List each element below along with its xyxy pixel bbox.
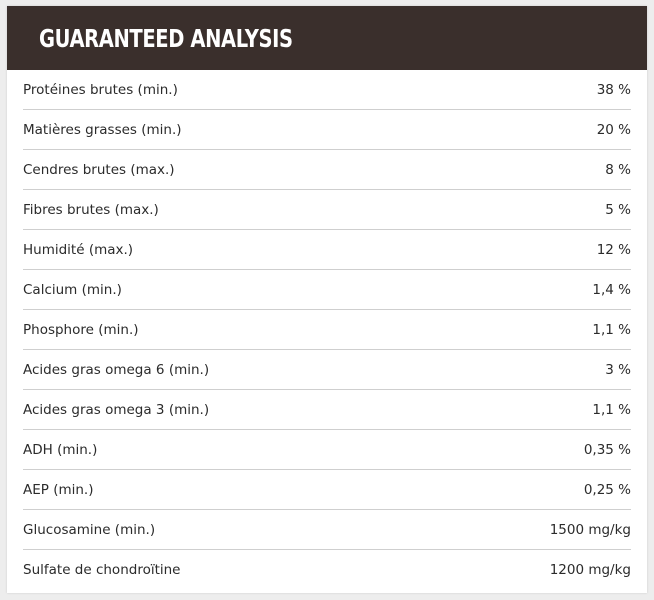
row-label: Protéines brutes (min.) (23, 81, 178, 98)
row-value: 1500 mg/kg (549, 521, 631, 538)
table-row: Cendres brutes (max.) 8 % (23, 150, 631, 190)
row-label: Humidité (max.) (23, 241, 134, 258)
guaranteed-analysis-panel: GUARANTEED ANALYSIS Protéines brutes (mi… (7, 6, 647, 593)
row-label: Matières grasses (min.) (23, 121, 182, 138)
row-label: Acides gras omega 3 (min.) (23, 401, 210, 418)
table-row: Phosphore (min.) 1,1 % (23, 310, 631, 350)
table-row: ADH (min.) 0,35 % (23, 430, 631, 470)
table-row: Calcium (min.) 1,4 % (23, 270, 631, 310)
row-value: 1,4 % (592, 281, 631, 298)
row-label: Phosphore (min.) (23, 321, 139, 338)
panel-title: GUARANTEED ANALYSIS (39, 23, 293, 53)
table-row: Sulfate de chondroïtine 1200 mg/kg (23, 550, 631, 590)
table-row: Glucosamine (min.) 1500 mg/kg (23, 510, 631, 550)
panel-header: GUARANTEED ANALYSIS (7, 6, 647, 70)
row-label: Sulfate de chondroïtine (23, 562, 181, 578)
table-row: Acides gras omega 6 (min.) 3 % (23, 350, 631, 390)
row-value: 0,35 % (583, 441, 631, 458)
table-row: Fibres brutes (max.) 5 % (23, 190, 631, 230)
row-label: Cendres brutes (max.) (23, 161, 175, 178)
table-row: Protéines brutes (min.) 38 % (23, 70, 631, 110)
row-value: 8 % (605, 161, 631, 178)
table-row: Humidité (max.) 12 % (23, 230, 631, 270)
row-label: AEP (min.) (23, 481, 94, 498)
analysis-table: Protéines brutes (min.) 38 % Matières gr… (23, 70, 631, 590)
table-row: AEP (min.) 0,25 % (23, 470, 631, 510)
row-value: 12 % (596, 241, 631, 258)
row-label: Calcium (min.) (23, 281, 122, 298)
row-label: ADH (min.) (23, 441, 98, 458)
row-label: Fibres brutes (max.) (23, 201, 159, 218)
row-value: 0,25 % (583, 481, 631, 498)
table-row: Matières grasses (min.) 20 % (23, 110, 631, 150)
row-label: Glucosamine (min.) (23, 521, 156, 538)
row-value: 20 % (596, 121, 631, 138)
row-label: Acides gras omega 6 (min.) (23, 361, 210, 378)
row-value: 38 % (596, 81, 631, 98)
row-value: 5 % (605, 201, 631, 218)
row-value: 1200 mg/kg (549, 562, 631, 578)
row-value: 1,1 % (592, 321, 631, 338)
row-value: 3 % (605, 361, 631, 378)
row-value: 1,1 % (592, 401, 631, 418)
table-row: Acides gras omega 3 (min.) 1,1 % (23, 390, 631, 430)
